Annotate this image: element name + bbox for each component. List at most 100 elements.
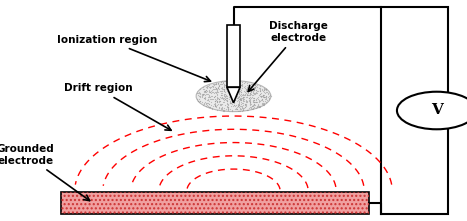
Point: [222, 84, 229, 87]
Point: [240, 96, 247, 100]
Point: [251, 100, 258, 104]
Point: [206, 86, 213, 89]
Point: [202, 96, 209, 100]
Point: [225, 92, 233, 95]
Point: [237, 97, 244, 101]
Point: [251, 84, 258, 87]
Point: [252, 83, 259, 86]
Point: [224, 94, 231, 97]
Point: [248, 82, 256, 86]
Point: [256, 94, 263, 97]
Point: [222, 97, 229, 101]
Point: [243, 81, 250, 84]
Point: [222, 96, 230, 100]
Point: [212, 81, 219, 85]
Point: [241, 102, 248, 106]
Point: [227, 101, 234, 105]
Point: [254, 83, 261, 87]
Point: [249, 87, 256, 90]
Point: [227, 101, 235, 105]
Point: [229, 82, 237, 86]
Point: [222, 86, 230, 90]
Point: [218, 86, 226, 89]
Point: [249, 104, 256, 107]
Point: [212, 103, 219, 106]
Point: [247, 89, 255, 93]
Point: [217, 82, 225, 86]
Point: [233, 107, 240, 110]
Point: [218, 88, 226, 91]
Point: [203, 103, 210, 107]
Point: [235, 90, 242, 93]
Point: [229, 104, 237, 108]
Point: [251, 98, 258, 102]
Point: [255, 105, 263, 109]
Point: [236, 84, 243, 87]
Point: [247, 105, 254, 109]
Point: [250, 103, 257, 107]
Point: [203, 84, 211, 87]
Point: [196, 93, 203, 96]
Point: [220, 96, 227, 100]
Point: [214, 82, 222, 86]
Point: [196, 91, 203, 94]
Point: [250, 102, 257, 105]
Point: [244, 94, 251, 97]
Point: [251, 103, 259, 107]
Point: [252, 97, 259, 101]
Point: [233, 92, 240, 96]
Point: [210, 104, 217, 107]
Point: [203, 93, 211, 96]
Point: [262, 87, 269, 91]
Point: [201, 92, 208, 96]
Point: [258, 88, 266, 92]
Point: [225, 95, 233, 98]
Point: [235, 100, 242, 103]
Point: [246, 88, 254, 91]
Point: [217, 81, 225, 84]
Point: [248, 107, 256, 110]
Point: [235, 109, 242, 113]
Point: [221, 100, 228, 104]
Point: [234, 82, 242, 86]
Point: [209, 82, 216, 86]
Point: [225, 90, 232, 93]
Point: [239, 95, 247, 99]
Point: [218, 97, 226, 100]
Point: [249, 99, 256, 103]
Point: [236, 93, 244, 97]
Point: [234, 109, 241, 112]
Point: [220, 94, 228, 98]
Point: [231, 104, 238, 107]
Point: [223, 98, 231, 101]
Point: [241, 90, 249, 93]
Point: [262, 90, 269, 93]
Point: [234, 95, 241, 98]
Point: [241, 106, 248, 109]
Point: [246, 86, 253, 89]
Point: [214, 81, 221, 84]
Point: [242, 89, 249, 93]
Point: [253, 89, 261, 92]
Point: [246, 97, 254, 101]
Point: [266, 94, 273, 98]
Point: [234, 99, 241, 103]
Point: [216, 99, 223, 103]
Point: [259, 93, 267, 97]
Point: [260, 101, 268, 105]
Point: [236, 107, 244, 111]
Point: [235, 101, 242, 105]
Point: [217, 91, 225, 95]
Point: [251, 85, 258, 89]
Point: [239, 93, 246, 97]
Point: [232, 80, 240, 84]
Point: [223, 104, 231, 107]
Point: [262, 95, 269, 98]
Point: [215, 85, 222, 88]
Point: [249, 101, 257, 104]
Point: [220, 88, 228, 91]
Point: [239, 108, 246, 111]
Point: [243, 109, 251, 112]
Point: [217, 99, 224, 103]
Point: [258, 87, 266, 91]
